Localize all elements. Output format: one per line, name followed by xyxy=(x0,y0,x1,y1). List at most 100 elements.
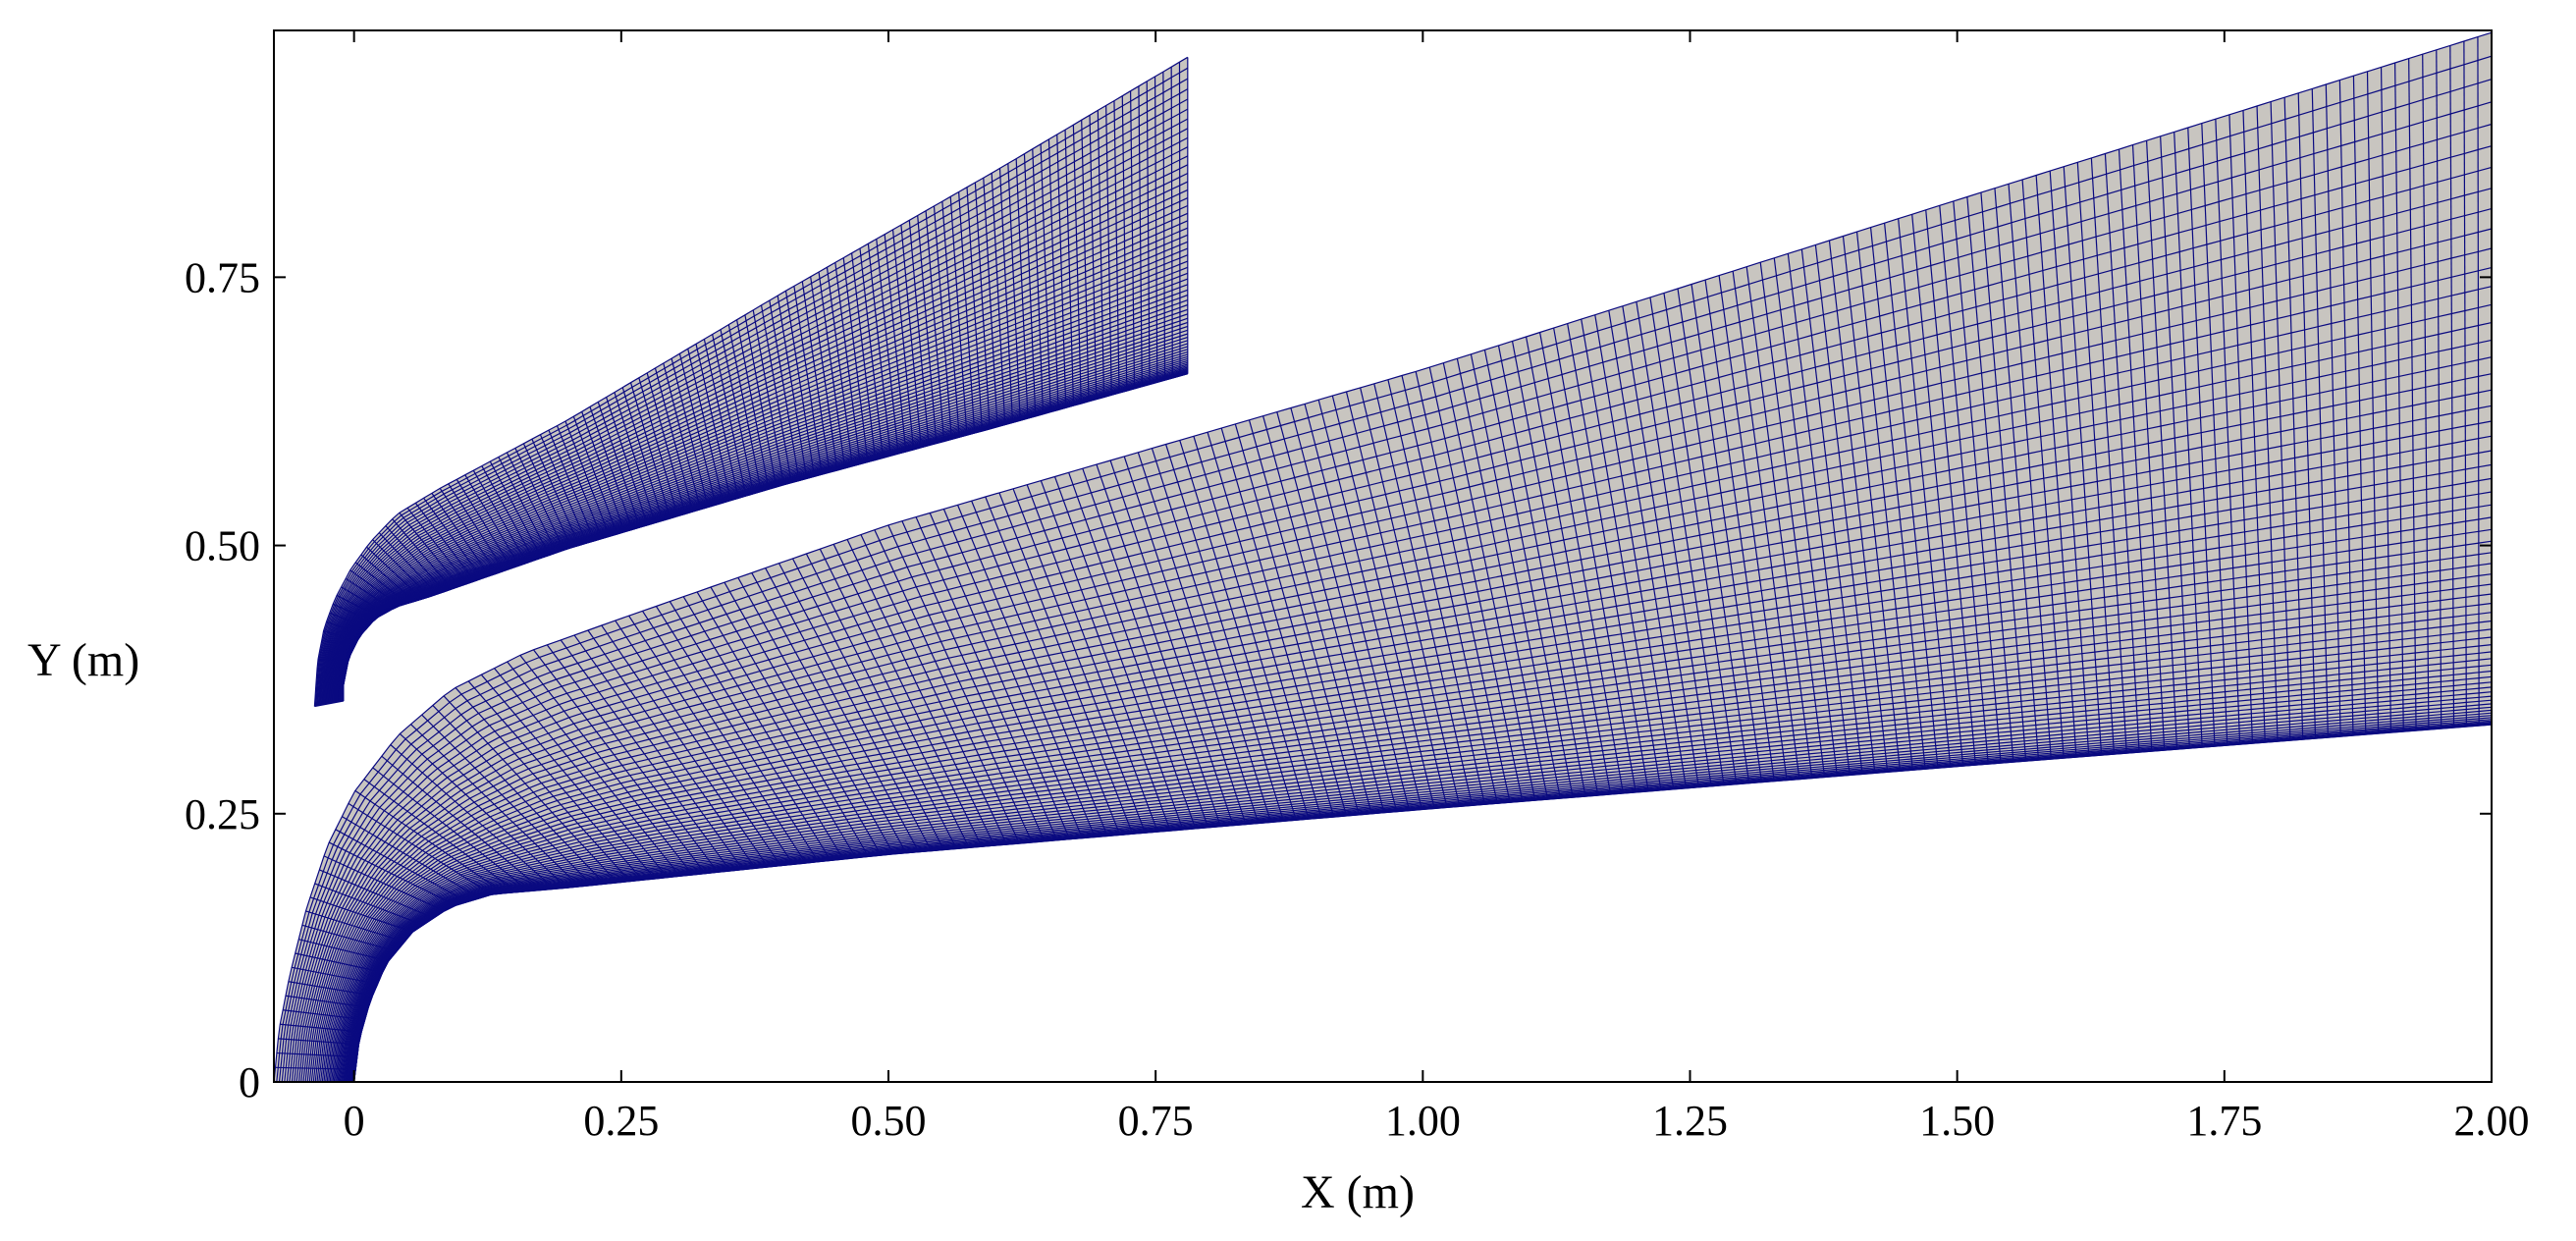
mesh-line xyxy=(929,513,1071,839)
axes-frame xyxy=(273,29,2493,1083)
mesh-line xyxy=(2477,36,2480,727)
mesh-line xyxy=(2352,76,2367,735)
mesh-line xyxy=(443,695,618,884)
mesh-line xyxy=(966,187,984,432)
mesh-line xyxy=(480,674,656,880)
mesh-line xyxy=(314,67,1189,707)
mesh-line xyxy=(1248,419,1360,816)
mesh-line xyxy=(655,606,820,863)
mesh-line xyxy=(1179,440,1297,821)
mesh-line xyxy=(1234,423,1348,817)
mesh-line xyxy=(1151,448,1272,823)
mesh-line xyxy=(1317,400,1422,810)
mesh-line xyxy=(1470,353,1561,799)
mesh-line xyxy=(330,241,1189,704)
mesh-line xyxy=(1939,205,1989,765)
mesh-line xyxy=(318,420,2493,1083)
mesh-line xyxy=(1113,100,1120,394)
mesh-line xyxy=(310,356,2493,1083)
mesh-line xyxy=(322,146,1189,706)
x-tick-label: 1.25 xyxy=(1652,1097,1728,1145)
mesh-line xyxy=(1842,236,1902,772)
mesh-line xyxy=(1023,153,1037,416)
mesh-line xyxy=(336,299,1189,703)
mesh-line xyxy=(341,351,1188,702)
mesh-line xyxy=(326,189,1189,705)
mesh-line xyxy=(1096,463,1221,827)
mesh-line xyxy=(348,675,2493,1083)
mesh-line xyxy=(330,234,1189,704)
mesh-line xyxy=(339,333,1188,702)
mesh-line xyxy=(2104,153,2140,753)
mesh-line xyxy=(887,524,1033,843)
mesh-line xyxy=(1373,383,1474,806)
mesh-line xyxy=(333,272,1189,703)
mesh-line xyxy=(1387,379,1486,805)
mesh-line xyxy=(1483,350,1574,798)
x-tick-label: 0.75 xyxy=(1118,1097,1194,1145)
x-tick-label: 1.50 xyxy=(1919,1097,1995,1145)
mesh-line xyxy=(323,164,1189,705)
mesh-line xyxy=(1663,293,1738,784)
mesh-line xyxy=(2118,149,2153,752)
mesh-radial-lines xyxy=(274,32,2493,1083)
mesh-line xyxy=(2242,110,2266,743)
mesh-line xyxy=(2283,97,2304,740)
x-tick-label: 0.25 xyxy=(583,1097,659,1145)
mesh-line xyxy=(1442,362,1536,801)
mesh-line xyxy=(325,477,2493,1083)
mesh-line xyxy=(1360,387,1461,807)
mesh-layer-lines xyxy=(273,31,2493,1083)
mesh-line xyxy=(1401,375,1498,804)
x-tick-label: 1.75 xyxy=(2186,1097,2262,1145)
mesh-line xyxy=(971,500,1108,836)
mesh-line xyxy=(2076,162,2116,755)
y-axis-title: Y (m) xyxy=(27,634,139,686)
mesh-line xyxy=(1636,301,1712,786)
mesh-large xyxy=(273,31,2493,1083)
mesh-line xyxy=(313,56,1189,707)
mesh-line xyxy=(1137,452,1260,824)
mesh-line xyxy=(278,79,2493,1083)
mesh-line xyxy=(335,563,2493,1083)
mesh-line xyxy=(998,168,1014,423)
mesh-line xyxy=(1787,253,1851,776)
mesh-line xyxy=(1162,72,1166,381)
mesh-line xyxy=(682,596,844,860)
mesh-line xyxy=(2256,106,2279,742)
mesh-line xyxy=(339,602,2493,1083)
mesh-line xyxy=(615,620,781,867)
mesh-line xyxy=(1800,248,1863,775)
mesh-line xyxy=(342,628,2493,1083)
mesh-fill xyxy=(274,32,2492,1083)
mesh-line xyxy=(316,88,1189,707)
mesh-line xyxy=(340,346,1188,702)
mesh-line xyxy=(933,205,952,440)
mesh-line xyxy=(1129,90,1136,389)
mesh-line xyxy=(1925,209,1976,766)
mesh-line xyxy=(315,78,1189,707)
mesh-line xyxy=(1064,130,1075,406)
mesh-line xyxy=(1081,120,1090,402)
mesh-line xyxy=(532,649,706,875)
mesh-line xyxy=(2325,84,2341,737)
mesh-line xyxy=(2063,166,2103,756)
mesh-line xyxy=(1911,214,1964,767)
mesh-line xyxy=(352,715,2493,1083)
mesh-line xyxy=(724,581,882,856)
mesh-line xyxy=(350,703,2493,1083)
mesh-line xyxy=(1622,305,1699,787)
mesh-line xyxy=(1012,488,1147,834)
y-tick-label: 0.25 xyxy=(185,790,260,838)
mesh-line xyxy=(340,349,1188,702)
mesh-line xyxy=(1732,271,1800,780)
mesh-line xyxy=(2228,114,2254,744)
mesh-line xyxy=(338,321,1188,702)
mesh-line xyxy=(333,552,2493,1083)
mesh-line xyxy=(1718,275,1788,781)
mesh-line xyxy=(867,243,891,457)
mesh-line xyxy=(1220,427,1335,818)
mesh-line xyxy=(1567,323,1649,792)
mesh-line xyxy=(956,505,1096,837)
mesh-line xyxy=(917,215,938,444)
